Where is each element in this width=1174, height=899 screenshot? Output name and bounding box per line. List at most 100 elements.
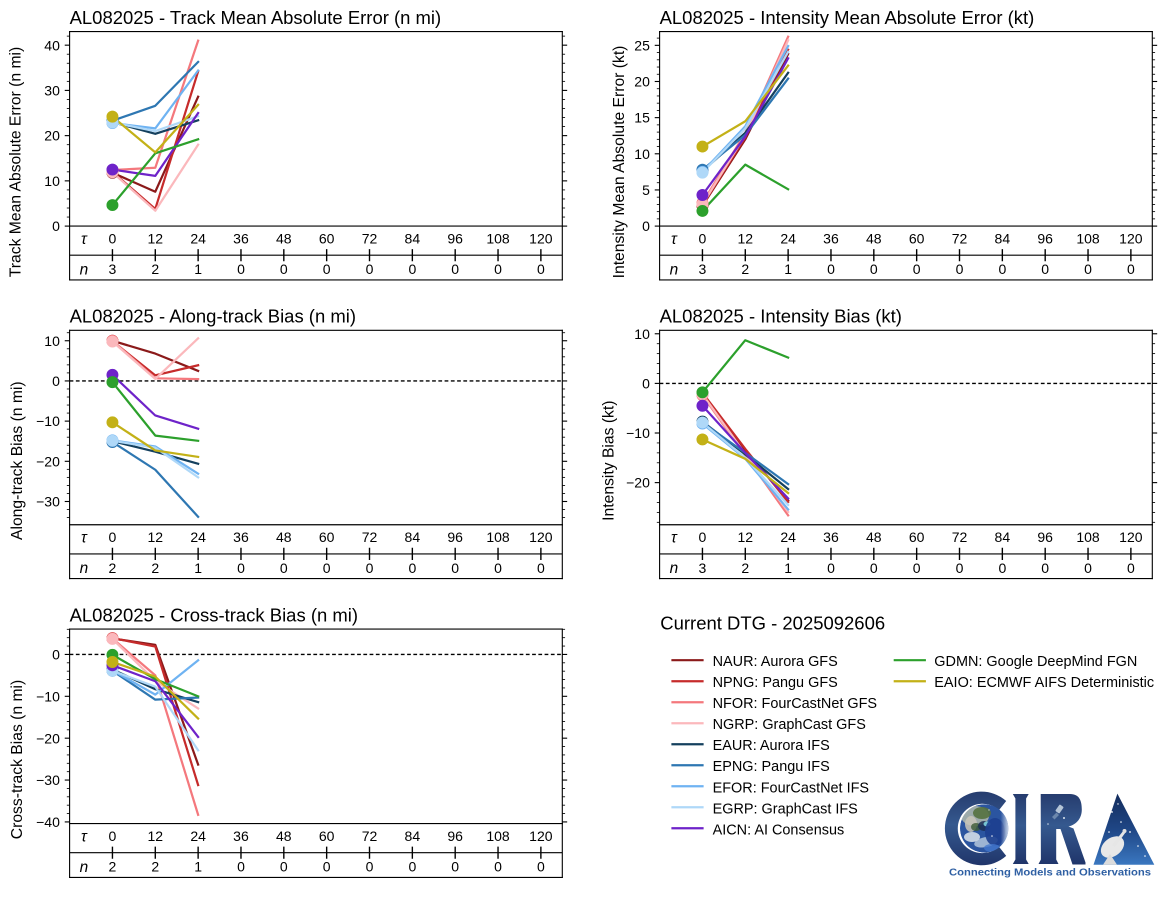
svg-text:120: 120 (529, 230, 553, 246)
svg-text:−10: −10 (36, 688, 60, 704)
svg-text:0: 0 (323, 261, 331, 277)
svg-text:n: n (670, 560, 679, 577)
svg-text:0: 0 (956, 560, 964, 576)
svg-text:1: 1 (194, 560, 202, 576)
svg-text:0: 0 (109, 828, 117, 844)
svg-text:108: 108 (486, 828, 510, 844)
svg-text:0: 0 (494, 261, 502, 277)
svg-text:0: 0 (323, 859, 331, 875)
svg-text:0: 0 (1127, 560, 1135, 576)
svg-text:0: 0 (699, 230, 707, 246)
svg-text:0: 0 (109, 230, 117, 246)
svg-text:AL082025 - Along-track Bias (n: AL082025 - Along-track Bias (n mi) (70, 306, 356, 327)
svg-text:0: 0 (642, 218, 650, 234)
svg-text:72: 72 (362, 529, 378, 545)
svg-text:24: 24 (780, 529, 796, 545)
svg-text:1: 1 (784, 261, 792, 277)
svg-text:0: 0 (537, 560, 545, 576)
svg-text:40: 40 (44, 37, 60, 53)
svg-text:10: 10 (44, 173, 60, 189)
svg-text:24: 24 (780, 230, 796, 246)
svg-text:0: 0 (366, 859, 374, 875)
svg-text:0: 0 (366, 261, 374, 277)
svg-text:−30: −30 (36, 494, 60, 510)
svg-text:0: 0 (1041, 560, 1049, 576)
svg-text:24: 24 (190, 529, 206, 545)
svg-text:60: 60 (319, 828, 335, 844)
svg-text:48: 48 (276, 828, 292, 844)
svg-text:AL082025 - Track Mean Absolute: AL082025 - Track Mean Absolute Error (n … (70, 7, 442, 28)
svg-text:84: 84 (405, 828, 421, 844)
svg-text:EPNG: Pangu IFS: EPNG: Pangu IFS (713, 759, 830, 775)
svg-text:0: 0 (52, 647, 60, 663)
svg-text:EFOR: FourCastNet IFS: EFOR: FourCastNet IFS (713, 780, 869, 796)
svg-text:Along-track Bias (n mi): Along-track Bias (n mi) (9, 381, 26, 540)
svg-text:τ: τ (671, 529, 678, 546)
svg-text:2: 2 (741, 261, 749, 277)
svg-text:96: 96 (1037, 230, 1053, 246)
svg-text:NPNG: Pangu GFS: NPNG: Pangu GFS (713, 675, 838, 691)
svg-text:0: 0 (280, 859, 288, 875)
svg-text:Intensity Bias (kt): Intensity Bias (kt) (601, 401, 618, 521)
svg-text:0: 0 (913, 261, 921, 277)
svg-text:60: 60 (319, 230, 335, 246)
svg-text:48: 48 (276, 230, 292, 246)
svg-text:AL082025 - Intensity Mean Abso: AL082025 - Intensity Mean Absolute Error… (660, 7, 1035, 28)
svg-text:AICN: AI Consensus: AICN: AI Consensus (713, 822, 845, 838)
svg-text:−10: −10 (626, 425, 650, 441)
svg-text:12: 12 (147, 828, 163, 844)
svg-text:EAIO: ECMWF AIFS Deterministic: EAIO: ECMWF AIFS Deterministic (934, 675, 1154, 691)
svg-text:120: 120 (529, 529, 553, 545)
svg-text:1: 1 (194, 261, 202, 277)
svg-text:Connecting Models and Observat: Connecting Models and Observations (949, 867, 1151, 879)
svg-text:EAUR: Aurora IFS: EAUR: Aurora IFS (713, 738, 830, 754)
svg-text:1: 1 (194, 859, 202, 875)
svg-text:72: 72 (952, 529, 968, 545)
svg-text:10: 10 (44, 333, 60, 349)
svg-text:−40: −40 (36, 814, 60, 830)
svg-text:τ: τ (81, 529, 88, 546)
svg-text:120: 120 (529, 828, 553, 844)
svg-text:GDMN: Google DeepMind FGN: GDMN: Google DeepMind FGN (934, 654, 1137, 670)
svg-text:3: 3 (699, 560, 707, 576)
svg-text:84: 84 (405, 230, 421, 246)
svg-text:12: 12 (147, 230, 163, 246)
svg-text:0: 0 (494, 859, 502, 875)
svg-text:−30: −30 (36, 772, 60, 788)
svg-text:60: 60 (909, 529, 925, 545)
svg-text:12: 12 (737, 230, 753, 246)
svg-text:τ: τ (671, 231, 678, 248)
svg-text:3: 3 (699, 261, 707, 277)
svg-text:NAUR: Aurora GFS: NAUR: Aurora GFS (713, 654, 838, 670)
svg-text:0: 0 (913, 560, 921, 576)
svg-text:−20: −20 (36, 730, 60, 746)
svg-text:0: 0 (237, 261, 245, 277)
svg-text:108: 108 (486, 230, 510, 246)
svg-text:96: 96 (1037, 529, 1053, 545)
svg-text:0: 0 (323, 560, 331, 576)
svg-text:36: 36 (233, 828, 249, 844)
svg-text:0: 0 (1084, 261, 1092, 277)
svg-text:−20: −20 (626, 475, 650, 491)
svg-text:0: 0 (366, 560, 374, 576)
svg-text:2: 2 (151, 560, 159, 576)
svg-text:2: 2 (109, 859, 117, 875)
svg-text:108: 108 (1076, 230, 1100, 246)
svg-text:15: 15 (634, 110, 650, 126)
svg-text:NGRP: GraphCast GFS: NGRP: GraphCast GFS (713, 717, 866, 733)
svg-text:0: 0 (870, 261, 878, 277)
svg-text:τ: τ (81, 231, 88, 248)
svg-text:36: 36 (823, 230, 839, 246)
svg-text:Cross-track Bias (n mi): Cross-track Bias (n mi) (9, 680, 26, 840)
svg-text:0: 0 (451, 261, 459, 277)
svg-text:120: 120 (1119, 529, 1143, 545)
svg-text:12: 12 (737, 529, 753, 545)
svg-text:72: 72 (952, 230, 968, 246)
svg-text:48: 48 (866, 230, 882, 246)
svg-text:96: 96 (447, 828, 463, 844)
svg-text:96: 96 (447, 529, 463, 545)
svg-text:−20: −20 (36, 453, 60, 469)
svg-text:NFOR: FourCastNet GFS: NFOR: FourCastNet GFS (713, 696, 877, 712)
svg-text:0: 0 (537, 261, 545, 277)
svg-text:3: 3 (109, 261, 117, 277)
